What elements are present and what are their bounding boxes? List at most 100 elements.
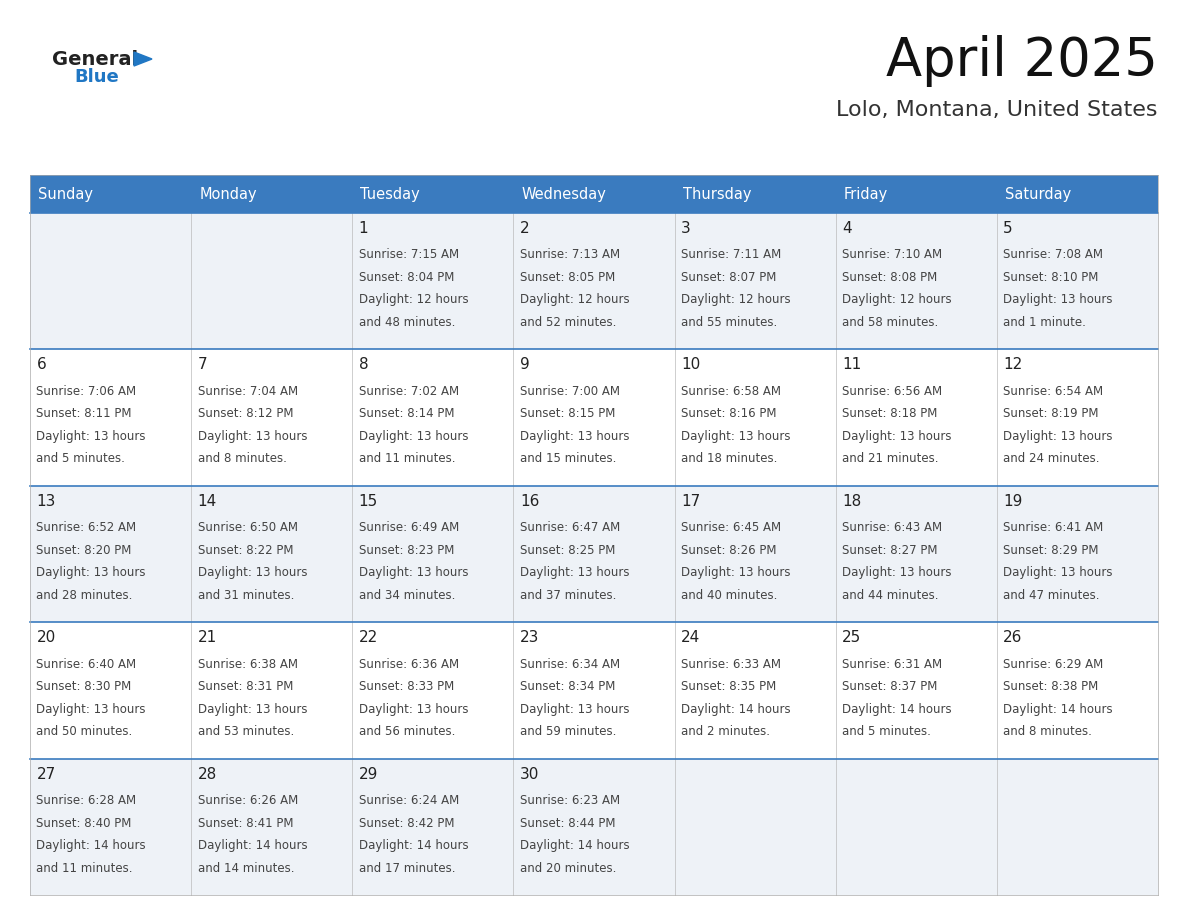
Text: and 11 minutes.: and 11 minutes.: [37, 862, 133, 875]
Text: Daylight: 13 hours: Daylight: 13 hours: [359, 702, 468, 716]
Text: and 11 minutes.: and 11 minutes.: [359, 453, 455, 465]
Text: and 18 minutes.: and 18 minutes.: [681, 453, 777, 465]
Text: and 14 minutes.: and 14 minutes.: [197, 862, 295, 875]
Text: Daylight: 12 hours: Daylight: 12 hours: [842, 294, 952, 307]
Bar: [513, 622, 675, 758]
Bar: [30, 758, 191, 895]
Text: 24: 24: [681, 630, 700, 645]
Text: Sunrise: 6:24 AM: Sunrise: 6:24 AM: [359, 794, 459, 807]
Text: Sunrise: 7:11 AM: Sunrise: 7:11 AM: [681, 249, 782, 262]
Text: Sunrise: 7:06 AM: Sunrise: 7:06 AM: [37, 385, 137, 397]
Text: Sunset: 8:37 PM: Sunset: 8:37 PM: [842, 680, 937, 693]
Text: Daylight: 13 hours: Daylight: 13 hours: [842, 430, 952, 442]
Text: Daylight: 13 hours: Daylight: 13 hours: [681, 430, 790, 442]
Text: and 58 minutes.: and 58 minutes.: [842, 316, 939, 329]
Text: Sunset: 8:07 PM: Sunset: 8:07 PM: [681, 271, 777, 284]
Text: Sunset: 8:10 PM: Sunset: 8:10 PM: [1004, 271, 1099, 284]
Text: Monday: Monday: [200, 186, 257, 201]
Bar: [191, 622, 353, 758]
Text: April 2025: April 2025: [886, 35, 1158, 87]
Text: 11: 11: [842, 357, 861, 373]
Text: Sunrise: 7:00 AM: Sunrise: 7:00 AM: [520, 385, 620, 397]
Text: Tuesday: Tuesday: [360, 186, 421, 201]
Text: and 44 minutes.: and 44 minutes.: [842, 588, 939, 602]
Text: Sunset: 8:11 PM: Sunset: 8:11 PM: [37, 408, 132, 420]
Text: Sunset: 8:33 PM: Sunset: 8:33 PM: [359, 680, 454, 693]
Text: 21: 21: [197, 630, 217, 645]
Text: 26: 26: [1004, 630, 1023, 645]
Text: 12: 12: [1004, 357, 1023, 373]
Text: and 8 minutes.: and 8 minutes.: [1004, 725, 1092, 738]
Text: and 37 minutes.: and 37 minutes.: [520, 588, 617, 602]
Text: and 17 minutes.: and 17 minutes.: [359, 862, 455, 875]
Text: Sunset: 8:08 PM: Sunset: 8:08 PM: [842, 271, 937, 284]
Text: Daylight: 14 hours: Daylight: 14 hours: [1004, 702, 1113, 716]
Text: and 5 minutes.: and 5 minutes.: [842, 725, 931, 738]
Text: Sunset: 8:30 PM: Sunset: 8:30 PM: [37, 680, 132, 693]
Bar: [30, 486, 191, 622]
Text: and 34 minutes.: and 34 minutes.: [359, 588, 455, 602]
Text: Sunrise: 6:43 AM: Sunrise: 6:43 AM: [842, 521, 942, 534]
Text: Daylight: 14 hours: Daylight: 14 hours: [681, 702, 791, 716]
Text: 8: 8: [359, 357, 368, 373]
Text: Sunrise: 6:52 AM: Sunrise: 6:52 AM: [37, 521, 137, 534]
Bar: [835, 622, 997, 758]
Text: Sunrise: 6:34 AM: Sunrise: 6:34 AM: [520, 657, 620, 671]
Text: and 55 minutes.: and 55 minutes.: [681, 316, 777, 329]
Text: 6: 6: [37, 357, 46, 373]
Text: Sunrise: 6:47 AM: Sunrise: 6:47 AM: [520, 521, 620, 534]
Text: Sunrise: 6:38 AM: Sunrise: 6:38 AM: [197, 657, 297, 671]
Text: 27: 27: [37, 767, 56, 781]
Text: 7: 7: [197, 357, 207, 373]
Text: Sunrise: 6:23 AM: Sunrise: 6:23 AM: [520, 794, 620, 807]
Text: Sunset: 8:42 PM: Sunset: 8:42 PM: [359, 817, 454, 830]
Bar: [997, 175, 1158, 213]
Text: Sunset: 8:14 PM: Sunset: 8:14 PM: [359, 408, 454, 420]
Bar: [835, 350, 997, 486]
Text: Sunrise: 6:28 AM: Sunrise: 6:28 AM: [37, 794, 137, 807]
Text: Daylight: 13 hours: Daylight: 13 hours: [520, 566, 630, 579]
Text: Sunrise: 7:08 AM: Sunrise: 7:08 AM: [1004, 249, 1104, 262]
Text: Daylight: 13 hours: Daylight: 13 hours: [520, 430, 630, 442]
Text: 17: 17: [681, 494, 700, 509]
Bar: [835, 175, 997, 213]
Bar: [353, 622, 513, 758]
Polygon shape: [134, 52, 152, 66]
Bar: [675, 213, 835, 350]
Bar: [997, 758, 1158, 895]
Text: and 59 minutes.: and 59 minutes.: [520, 725, 617, 738]
Text: Daylight: 13 hours: Daylight: 13 hours: [37, 566, 146, 579]
Bar: [513, 175, 675, 213]
Bar: [353, 350, 513, 486]
Bar: [353, 486, 513, 622]
Text: 4: 4: [842, 221, 852, 236]
Bar: [30, 622, 191, 758]
Bar: [513, 486, 675, 622]
Text: 13: 13: [37, 494, 56, 509]
Text: Sunrise: 6:49 AM: Sunrise: 6:49 AM: [359, 521, 459, 534]
Bar: [675, 486, 835, 622]
Bar: [191, 350, 353, 486]
Text: Daylight: 14 hours: Daylight: 14 hours: [359, 839, 468, 852]
Text: and 1 minute.: and 1 minute.: [1004, 316, 1086, 329]
Text: Daylight: 13 hours: Daylight: 13 hours: [1004, 294, 1113, 307]
Text: and 20 minutes.: and 20 minutes.: [520, 862, 617, 875]
Text: Sunrise: 6:56 AM: Sunrise: 6:56 AM: [842, 385, 942, 397]
Text: Sunrise: 7:13 AM: Sunrise: 7:13 AM: [520, 249, 620, 262]
Bar: [191, 486, 353, 622]
Text: Sunrise: 6:29 AM: Sunrise: 6:29 AM: [1004, 657, 1104, 671]
Text: 10: 10: [681, 357, 700, 373]
Text: Daylight: 13 hours: Daylight: 13 hours: [359, 430, 468, 442]
Text: 23: 23: [520, 630, 539, 645]
Bar: [997, 486, 1158, 622]
Bar: [353, 213, 513, 350]
Text: Sunset: 8:40 PM: Sunset: 8:40 PM: [37, 817, 132, 830]
Text: Sunset: 8:38 PM: Sunset: 8:38 PM: [1004, 680, 1099, 693]
Text: Sunrise: 6:45 AM: Sunrise: 6:45 AM: [681, 521, 782, 534]
Text: Daylight: 12 hours: Daylight: 12 hours: [359, 294, 468, 307]
Bar: [997, 622, 1158, 758]
Text: Sunrise: 6:36 AM: Sunrise: 6:36 AM: [359, 657, 459, 671]
Text: Sunrise: 6:40 AM: Sunrise: 6:40 AM: [37, 657, 137, 671]
Text: Daylight: 13 hours: Daylight: 13 hours: [197, 702, 307, 716]
Text: Sunset: 8:12 PM: Sunset: 8:12 PM: [197, 408, 293, 420]
